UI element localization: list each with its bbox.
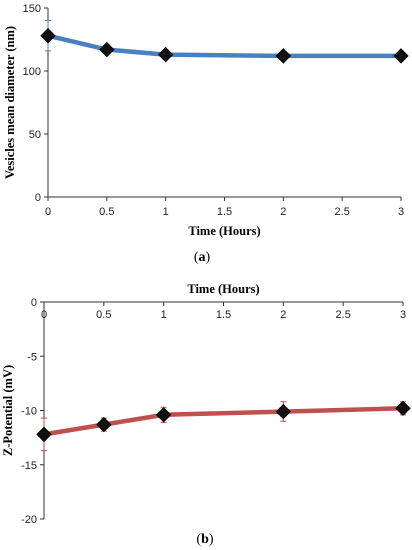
- data-point-marker: [96, 416, 112, 433]
- y-tick-label: -15: [21, 460, 37, 472]
- x-tick-label: 0: [41, 309, 47, 321]
- y-tick-label: -5: [27, 351, 37, 363]
- data-point-marker: [36, 426, 52, 443]
- x-tick-label: 2.5: [336, 309, 351, 321]
- x-tick-label: 3: [400, 309, 406, 321]
- y-axis-title: Vesicles mean diameter (nm): [3, 26, 17, 179]
- y-tick-label: 50: [29, 129, 41, 141]
- panel-a-chart: 0 50 100 150 0 0.5 1 1.5 2 2.5 3 Time (Hours) Vesicl…: [3, 3, 409, 238]
- data-point-marker: [40, 28, 56, 44]
- x-axis-title: Time (Hours): [187, 282, 259, 296]
- series-line: [41, 406, 406, 437]
- y-tick-label: 150: [23, 3, 41, 15]
- panel-b-label: (b): [196, 532, 213, 547]
- x-tick-label: 1: [163, 206, 169, 218]
- x-tick-label: 3: [398, 206, 404, 218]
- y-axis-title: Z-Potential (mV): [1, 365, 15, 456]
- data-point-marker: [395, 400, 411, 417]
- x-axis-title: Time (Hours): [188, 224, 260, 238]
- y-tick-label: -10: [21, 406, 37, 418]
- data-point-marker: [155, 407, 172, 423]
- x-tick-label: 2.5: [335, 206, 350, 218]
- x-tick-label: 1.5: [216, 309, 231, 321]
- x-tick-label: 2: [280, 309, 286, 321]
- y-tick-label: 0: [31, 297, 37, 309]
- panel-b-chart: 0 -5 -10 -15 -20 0 0.5 1 1.5 2 2.5 3 Time (Hours) Z-P…: [1, 282, 411, 526]
- data-point-marker: [275, 403, 292, 420]
- x-tick-label: 0.5: [96, 309, 111, 321]
- x-tick-label: 0: [45, 206, 51, 218]
- x-tick-label: 1.5: [217, 206, 232, 218]
- series-line: [45, 33, 404, 59]
- x-tick-label: 1: [161, 309, 167, 321]
- y-tick-label: 100: [23, 66, 41, 78]
- panel-a-label: (a): [194, 250, 211, 265]
- data-point-marker: [275, 48, 292, 64]
- data-point-marker: [99, 41, 115, 58]
- data-point-marker: [393, 48, 409, 64]
- y-tick-label: -20: [21, 514, 37, 526]
- x-tick-label: 0.5: [99, 206, 114, 218]
- data-point-marker: [157, 46, 174, 63]
- x-tick-label: 2: [280, 206, 286, 218]
- y-tick-label: 0: [35, 192, 41, 204]
